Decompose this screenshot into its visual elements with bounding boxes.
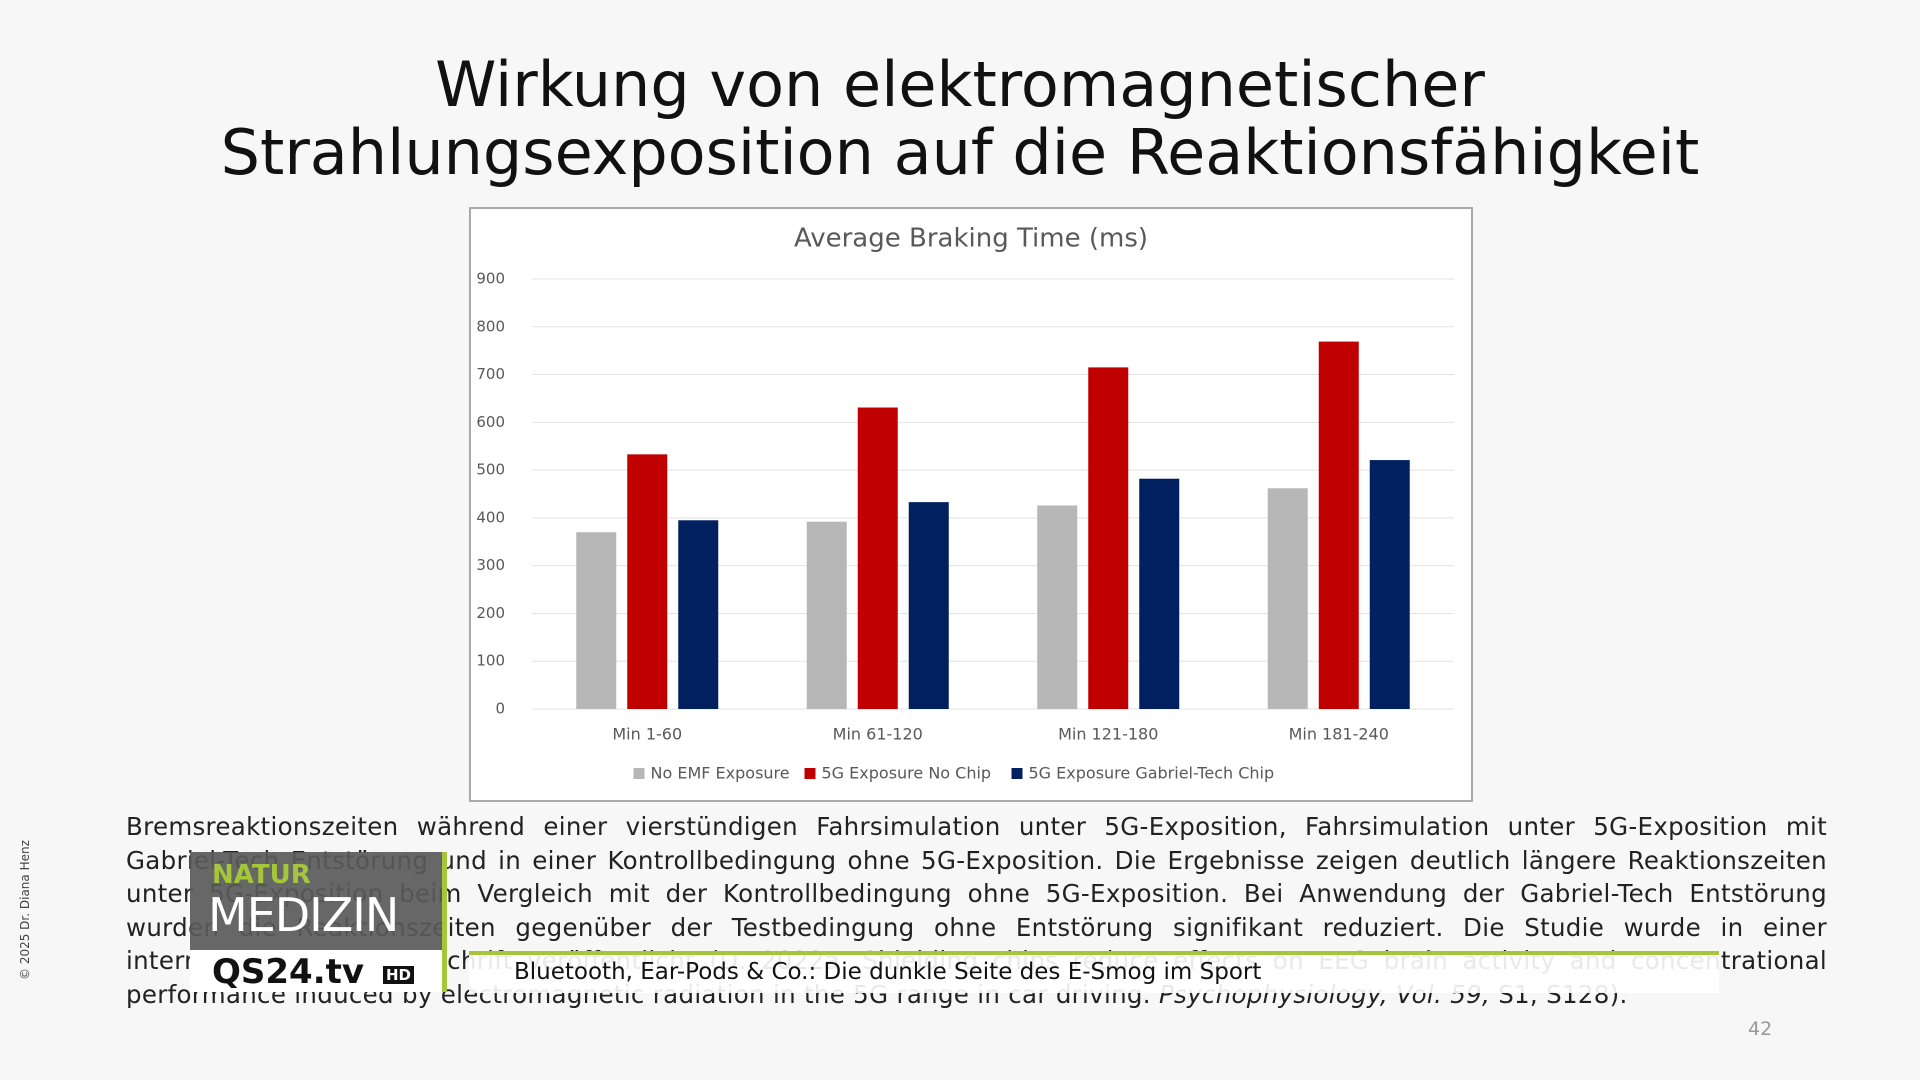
legend-swatch <box>804 768 816 779</box>
y-tick-label: 300 <box>476 556 505 574</box>
page-number: 42 <box>1748 1018 1773 1040</box>
ticker-text: Bluetooth, Ear-Pods & Co.: Die dunkle Se… <box>514 959 1262 985</box>
logo: NATUR MEDIZIN <box>190 852 442 950</box>
chart-title: Average Braking Time (ms) <box>794 224 1148 254</box>
y-tick-label: 600 <box>476 413 505 431</box>
bar <box>678 520 719 709</box>
x-tick-label: Min 121-180 <box>1058 725 1158 744</box>
legend-swatch <box>1011 768 1023 779</box>
x-tick-label: Min 181-240 <box>1289 725 1389 744</box>
bar <box>908 502 949 709</box>
bar <box>1318 341 1359 709</box>
bar <box>1267 488 1308 709</box>
y-tick-label: 400 <box>476 508 505 526</box>
y-tick-label: 200 <box>476 604 505 622</box>
bar <box>576 532 617 709</box>
bar <box>1088 367 1129 709</box>
ticker-line <box>469 951 1719 955</box>
bar <box>1139 478 1180 709</box>
channel-badge: HD <box>383 966 415 984</box>
bar <box>1369 460 1410 709</box>
accent-line <box>442 852 447 992</box>
channel: QS24.tv <box>212 952 365 992</box>
x-tick-label: Min 61-120 <box>833 725 923 744</box>
bar <box>1037 505 1078 709</box>
bar <box>806 521 847 709</box>
logo-main: MEDIZIN <box>208 888 399 942</box>
y-tick-label: 800 <box>476 317 505 335</box>
slide-title: Strahlungsexposition auf die Reaktionsfä… <box>220 116 1700 189</box>
y-tick-label: 500 <box>476 461 505 479</box>
legend-label: 5G Exposure No Chip <box>822 764 992 783</box>
channel-logo: QS24.tv HD <box>190 950 442 992</box>
copyright: © 2025 Dr. Diana Henz <box>18 840 32 980</box>
y-tick-label: 900 <box>476 270 505 288</box>
logo-top: NATUR <box>212 860 311 890</box>
y-tick-label: 0 <box>495 700 505 718</box>
y-tick-label: 100 <box>476 652 505 670</box>
legend-label: No EMF Exposure <box>651 764 790 783</box>
chart: Average Braking Time (ms) 0 100 200 300 400 5… <box>469 207 1473 802</box>
bar <box>857 407 898 709</box>
legend-label: 5G Exposure Gabriel-Tech Chip <box>1029 764 1275 783</box>
slide-title: Wirkung von elektromagnetischer <box>435 48 1485 121</box>
bar <box>627 454 668 709</box>
ticker: Bluetooth, Ear-Pods & Co.: Die dunkle Se… <box>469 955 1719 993</box>
x-tick-label: Min 1-60 <box>612 725 682 744</box>
y-tick-label: 700 <box>476 365 505 383</box>
legend-swatch <box>633 768 645 779</box>
